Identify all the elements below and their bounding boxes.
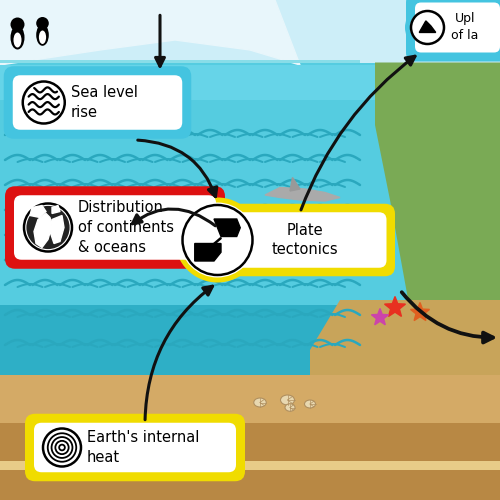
FancyBboxPatch shape xyxy=(14,195,216,260)
Bar xyxy=(0,65,500,100)
FancyBboxPatch shape xyxy=(225,204,395,276)
FancyBboxPatch shape xyxy=(406,0,500,62)
Polygon shape xyxy=(30,206,46,218)
Circle shape xyxy=(411,11,444,44)
Circle shape xyxy=(182,205,252,275)
FancyBboxPatch shape xyxy=(5,186,225,269)
Ellipse shape xyxy=(304,400,316,408)
Text: Sea level
rise: Sea level rise xyxy=(71,85,138,120)
Ellipse shape xyxy=(280,395,294,405)
Polygon shape xyxy=(34,214,52,248)
Circle shape xyxy=(410,10,445,45)
Circle shape xyxy=(43,428,81,467)
FancyBboxPatch shape xyxy=(4,66,191,138)
Polygon shape xyxy=(265,188,340,201)
Bar xyxy=(0,62,500,375)
Polygon shape xyxy=(372,308,388,325)
FancyBboxPatch shape xyxy=(234,212,386,268)
Polygon shape xyxy=(0,0,300,65)
Polygon shape xyxy=(384,296,406,316)
Circle shape xyxy=(23,82,65,124)
Ellipse shape xyxy=(10,26,24,50)
Circle shape xyxy=(175,198,260,282)
Bar xyxy=(0,375,500,422)
Polygon shape xyxy=(410,302,430,320)
Polygon shape xyxy=(419,21,436,32)
Ellipse shape xyxy=(254,398,266,407)
Circle shape xyxy=(10,18,24,32)
Polygon shape xyxy=(52,206,60,214)
Circle shape xyxy=(405,5,450,50)
FancyBboxPatch shape xyxy=(25,414,245,481)
Ellipse shape xyxy=(285,404,295,411)
FancyBboxPatch shape xyxy=(13,75,182,130)
Polygon shape xyxy=(195,244,221,261)
Text: Earth's internal
heat: Earth's internal heat xyxy=(87,430,200,465)
Circle shape xyxy=(24,204,72,252)
Text: Distribution
of continents
& oceans: Distribution of continents & oceans xyxy=(78,200,174,255)
Bar xyxy=(0,461,500,470)
Polygon shape xyxy=(214,219,240,236)
Text: Plate
tectonics: Plate tectonics xyxy=(272,222,338,258)
Polygon shape xyxy=(310,300,500,375)
Polygon shape xyxy=(50,216,64,244)
Polygon shape xyxy=(375,62,500,375)
Bar xyxy=(218,220,385,260)
Bar xyxy=(0,0,500,65)
Ellipse shape xyxy=(36,24,49,46)
FancyBboxPatch shape xyxy=(415,2,500,52)
Bar xyxy=(218,214,385,266)
Circle shape xyxy=(180,202,255,278)
Circle shape xyxy=(26,206,70,249)
Bar xyxy=(0,305,350,375)
Bar xyxy=(0,60,360,62)
Text: Upl
of la: Upl of la xyxy=(452,12,478,42)
Polygon shape xyxy=(290,178,300,191)
Circle shape xyxy=(36,17,49,29)
Ellipse shape xyxy=(14,32,22,48)
Ellipse shape xyxy=(39,30,46,44)
FancyBboxPatch shape xyxy=(34,423,236,472)
Bar xyxy=(0,420,500,500)
